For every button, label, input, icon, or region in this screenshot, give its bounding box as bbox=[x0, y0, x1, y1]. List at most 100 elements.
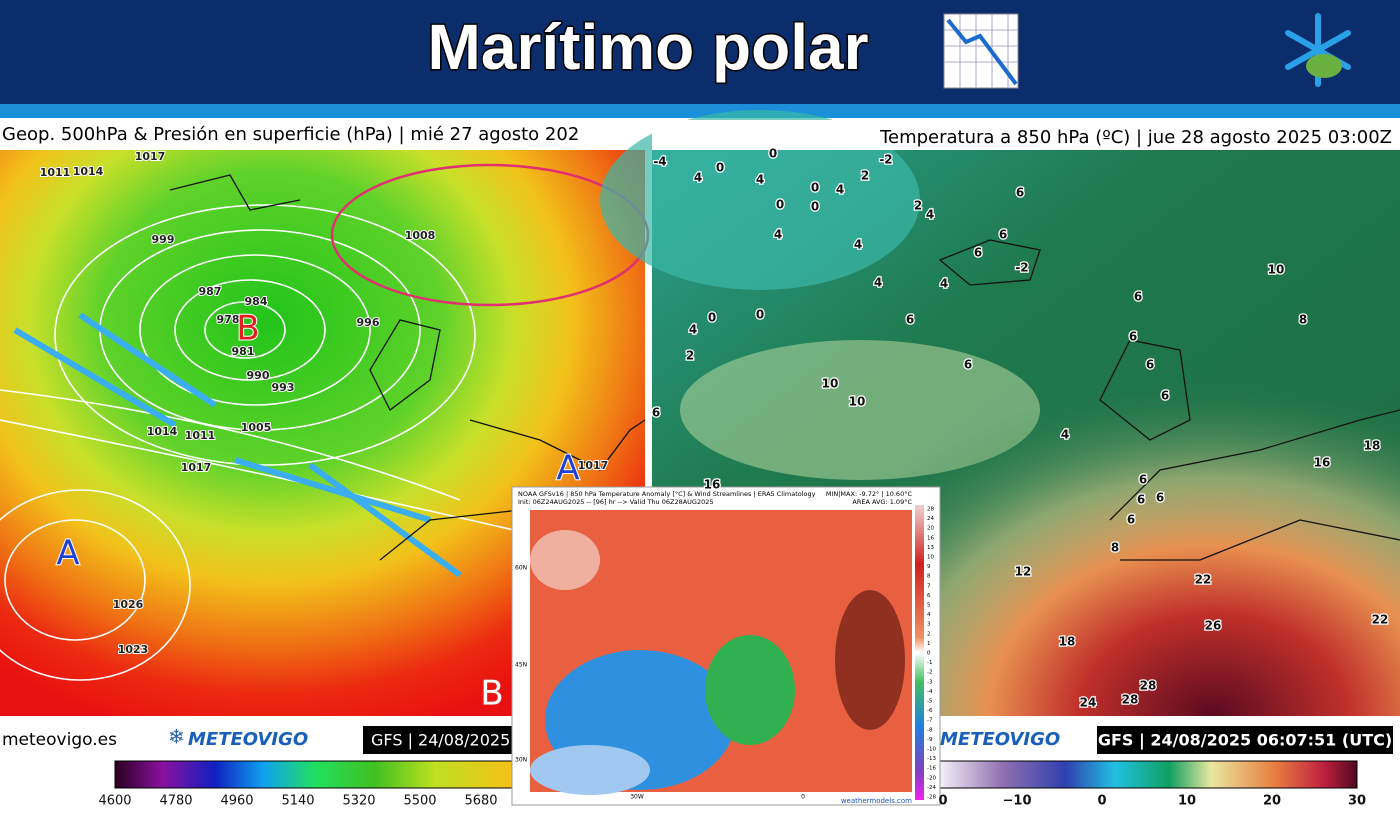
colorbar-tick-label: 4960 bbox=[220, 794, 253, 809]
colorbar-tick-label: 5500 bbox=[403, 794, 436, 809]
temperature-label: 22 bbox=[1195, 573, 1212, 587]
colorbar-tick-label: 30 bbox=[1348, 794, 1366, 809]
inset-colorbar-label: -5 bbox=[927, 699, 933, 705]
temperature-label: 6 bbox=[1134, 290, 1142, 304]
temperature-label: 4 bbox=[756, 173, 764, 187]
inset-colorbar-label: 2 bbox=[927, 631, 931, 637]
colorbar-tick-label: −10 bbox=[1003, 794, 1032, 809]
inset-colorbar-label: 24 bbox=[927, 516, 934, 522]
inset-colorbar bbox=[915, 505, 924, 800]
pressure-center: B bbox=[236, 309, 259, 349]
inset-lat-label: 45N bbox=[515, 662, 527, 669]
header-stripe bbox=[0, 104, 1400, 118]
inset-lon-label: 30W bbox=[630, 794, 644, 801]
run-box-left bbox=[363, 726, 515, 754]
temperature-label: 12 bbox=[1015, 565, 1032, 579]
temperature-label: 0 bbox=[756, 308, 764, 322]
inset-colorbar-label: -28 bbox=[927, 795, 936, 801]
temperature-label: 26 bbox=[1205, 619, 1222, 633]
isobar-label: 1005 bbox=[241, 421, 272, 434]
inset-colorbar-label: -6 bbox=[927, 708, 933, 714]
temperature-label: 18 bbox=[1364, 439, 1381, 453]
inset-stats: MIN|MAX: -9.72° | 10.60°C bbox=[826, 490, 913, 498]
inset-colorbar-label: -10 bbox=[927, 747, 936, 753]
temperature-label: -2 bbox=[879, 153, 892, 167]
inset-colorbar-label: -20 bbox=[927, 775, 936, 781]
temperature-label: 18 bbox=[1059, 635, 1076, 649]
left-map-title: Geop. 500hPa & Presión en superficie (hP… bbox=[2, 124, 579, 145]
isobar-label: 999 bbox=[152, 233, 175, 246]
temperature-label: 4 bbox=[874, 276, 882, 290]
site-url: meteovigo.es bbox=[2, 730, 117, 750]
temperature-label: 6 bbox=[1156, 491, 1164, 505]
temperature-label: 6 bbox=[1146, 358, 1154, 372]
temperature-label: 6 bbox=[1137, 493, 1145, 507]
isobar-label: 996 bbox=[357, 316, 380, 329]
isobar-label: 1014 bbox=[73, 165, 104, 178]
inset-colorbar-label: 4 bbox=[927, 612, 931, 618]
model-run-left: GFS | 24/08/2025 bbox=[371, 731, 510, 750]
inset-colorbar-label: 16 bbox=[927, 535, 934, 541]
temperature-label: 4 bbox=[854, 238, 862, 252]
inset-hot bbox=[835, 590, 905, 730]
inset-colorbar-label: 6 bbox=[927, 593, 931, 599]
temperature-label: 6 bbox=[1139, 473, 1147, 487]
isobar-label: 1017 bbox=[578, 459, 609, 472]
right-title-bar bbox=[652, 120, 1400, 150]
colorbar-tick-label: 10 bbox=[1178, 794, 1196, 809]
temperature-label: 22 bbox=[1372, 613, 1389, 627]
temperature-label: -2 bbox=[1015, 261, 1028, 275]
temperature-label: 10 bbox=[1268, 263, 1285, 277]
page-title: Marítimo polar bbox=[428, 11, 869, 83]
inset-colorbar-label: 20 bbox=[927, 526, 934, 532]
temperature-label: 4 bbox=[774, 228, 782, 242]
colorbar-tick-label: 0 bbox=[1097, 794, 1106, 809]
temperature-label: 6 bbox=[1127, 513, 1135, 527]
inset-colorbar-label: -3 bbox=[927, 679, 933, 685]
inset-colorbar-label: 1 bbox=[927, 641, 931, 647]
temperature-label: 24 bbox=[1080, 696, 1097, 710]
temperature-label: 0 bbox=[811, 181, 819, 195]
temperature-label: 16 bbox=[704, 478, 721, 492]
temperature-label: 6 bbox=[1161, 389, 1169, 403]
temperature-label: 6 bbox=[906, 313, 914, 327]
flow-arrows bbox=[13, 312, 462, 578]
inset-credit: weathermodels.com bbox=[841, 797, 912, 805]
pressure-center: A bbox=[556, 449, 579, 489]
inset-area-avg: AREA AVG: 1.09°C bbox=[852, 498, 912, 506]
inset-colorbar-label: -24 bbox=[927, 785, 936, 791]
brand-left: METEOVIGO bbox=[188, 729, 308, 750]
isobar-label: 1017 bbox=[135, 150, 166, 163]
temperature-label: 6 bbox=[964, 358, 972, 372]
colorbar-tick-label: 0 bbox=[938, 794, 947, 809]
temperature-label: 10 bbox=[822, 377, 839, 391]
isobar-label: 981 bbox=[232, 345, 255, 358]
temperature-label: 2 bbox=[686, 349, 694, 363]
temperature-label: 0 bbox=[708, 311, 716, 325]
chart-icon bbox=[943, 13, 1019, 89]
temperature-label: 8 bbox=[1299, 313, 1307, 327]
inset-colorbar-label: 10 bbox=[927, 555, 934, 561]
inset-cool bbox=[530, 745, 650, 795]
inset-subtitle: Init: 06Z24AUG2025 -- [96] hr --> Valid … bbox=[518, 498, 714, 506]
isobar-label: 984 bbox=[245, 295, 268, 308]
inset-colorbar-label: 28 bbox=[927, 507, 934, 513]
isobar-label: 1011 bbox=[40, 166, 71, 179]
isobar-label: 1026 bbox=[113, 598, 144, 611]
inset-colorbar-label: -2 bbox=[927, 670, 932, 676]
temperature-label: 10 bbox=[849, 395, 866, 409]
colorbar-tick-label: 4780 bbox=[159, 794, 192, 809]
temperature-label: 4 bbox=[1061, 428, 1069, 442]
temperature-label: 28 bbox=[1140, 679, 1157, 693]
isobar-label: 990 bbox=[247, 369, 270, 382]
temperature-label: 0 bbox=[716, 161, 724, 175]
temperature-label: 4 bbox=[694, 171, 702, 185]
temperature-label: 6 bbox=[652, 406, 660, 420]
inset-colorbar-label: -16 bbox=[927, 766, 936, 772]
colorbar-tick-label: 5140 bbox=[281, 794, 314, 809]
model-run-right: GFS | 24/08/2025 06:07:51 (UTC) bbox=[1098, 731, 1392, 751]
coastlines-right bbox=[938, 239, 1400, 561]
temperature-label: 6 bbox=[974, 246, 982, 260]
temperature-label: 0 bbox=[776, 198, 784, 212]
